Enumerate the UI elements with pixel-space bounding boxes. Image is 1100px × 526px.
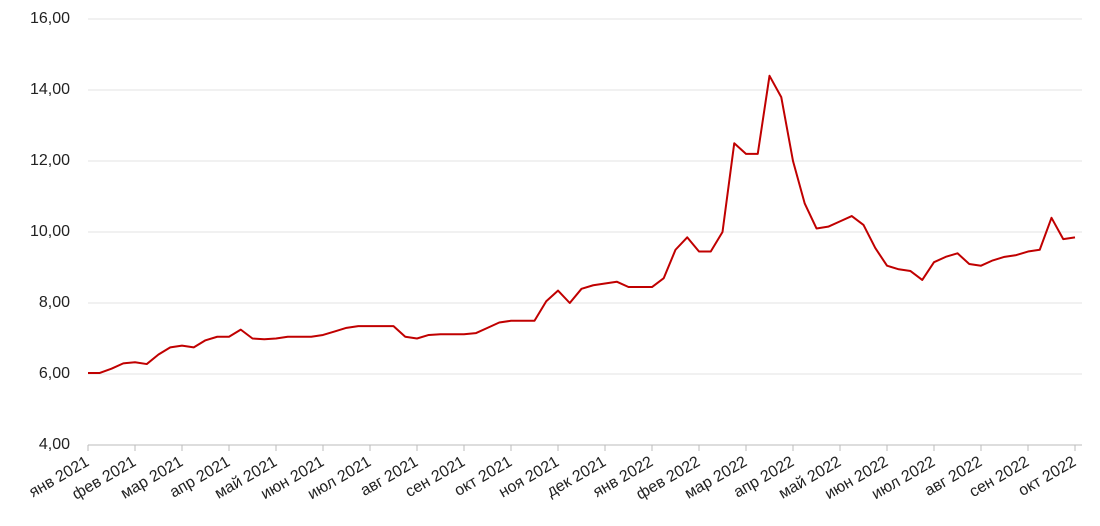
- y-tick-label: 12,00: [30, 152, 70, 169]
- y-tick-label: 16,00: [30, 10, 70, 27]
- y-tick-label: 14,00: [30, 81, 70, 98]
- y-tick-label: 8,00: [39, 294, 70, 311]
- y-tick-label: 10,00: [30, 223, 70, 240]
- y-tick-label: 4,00: [39, 436, 70, 453]
- y-tick-label: 6,00: [39, 365, 70, 382]
- data-line: [88, 74, 1076, 374]
